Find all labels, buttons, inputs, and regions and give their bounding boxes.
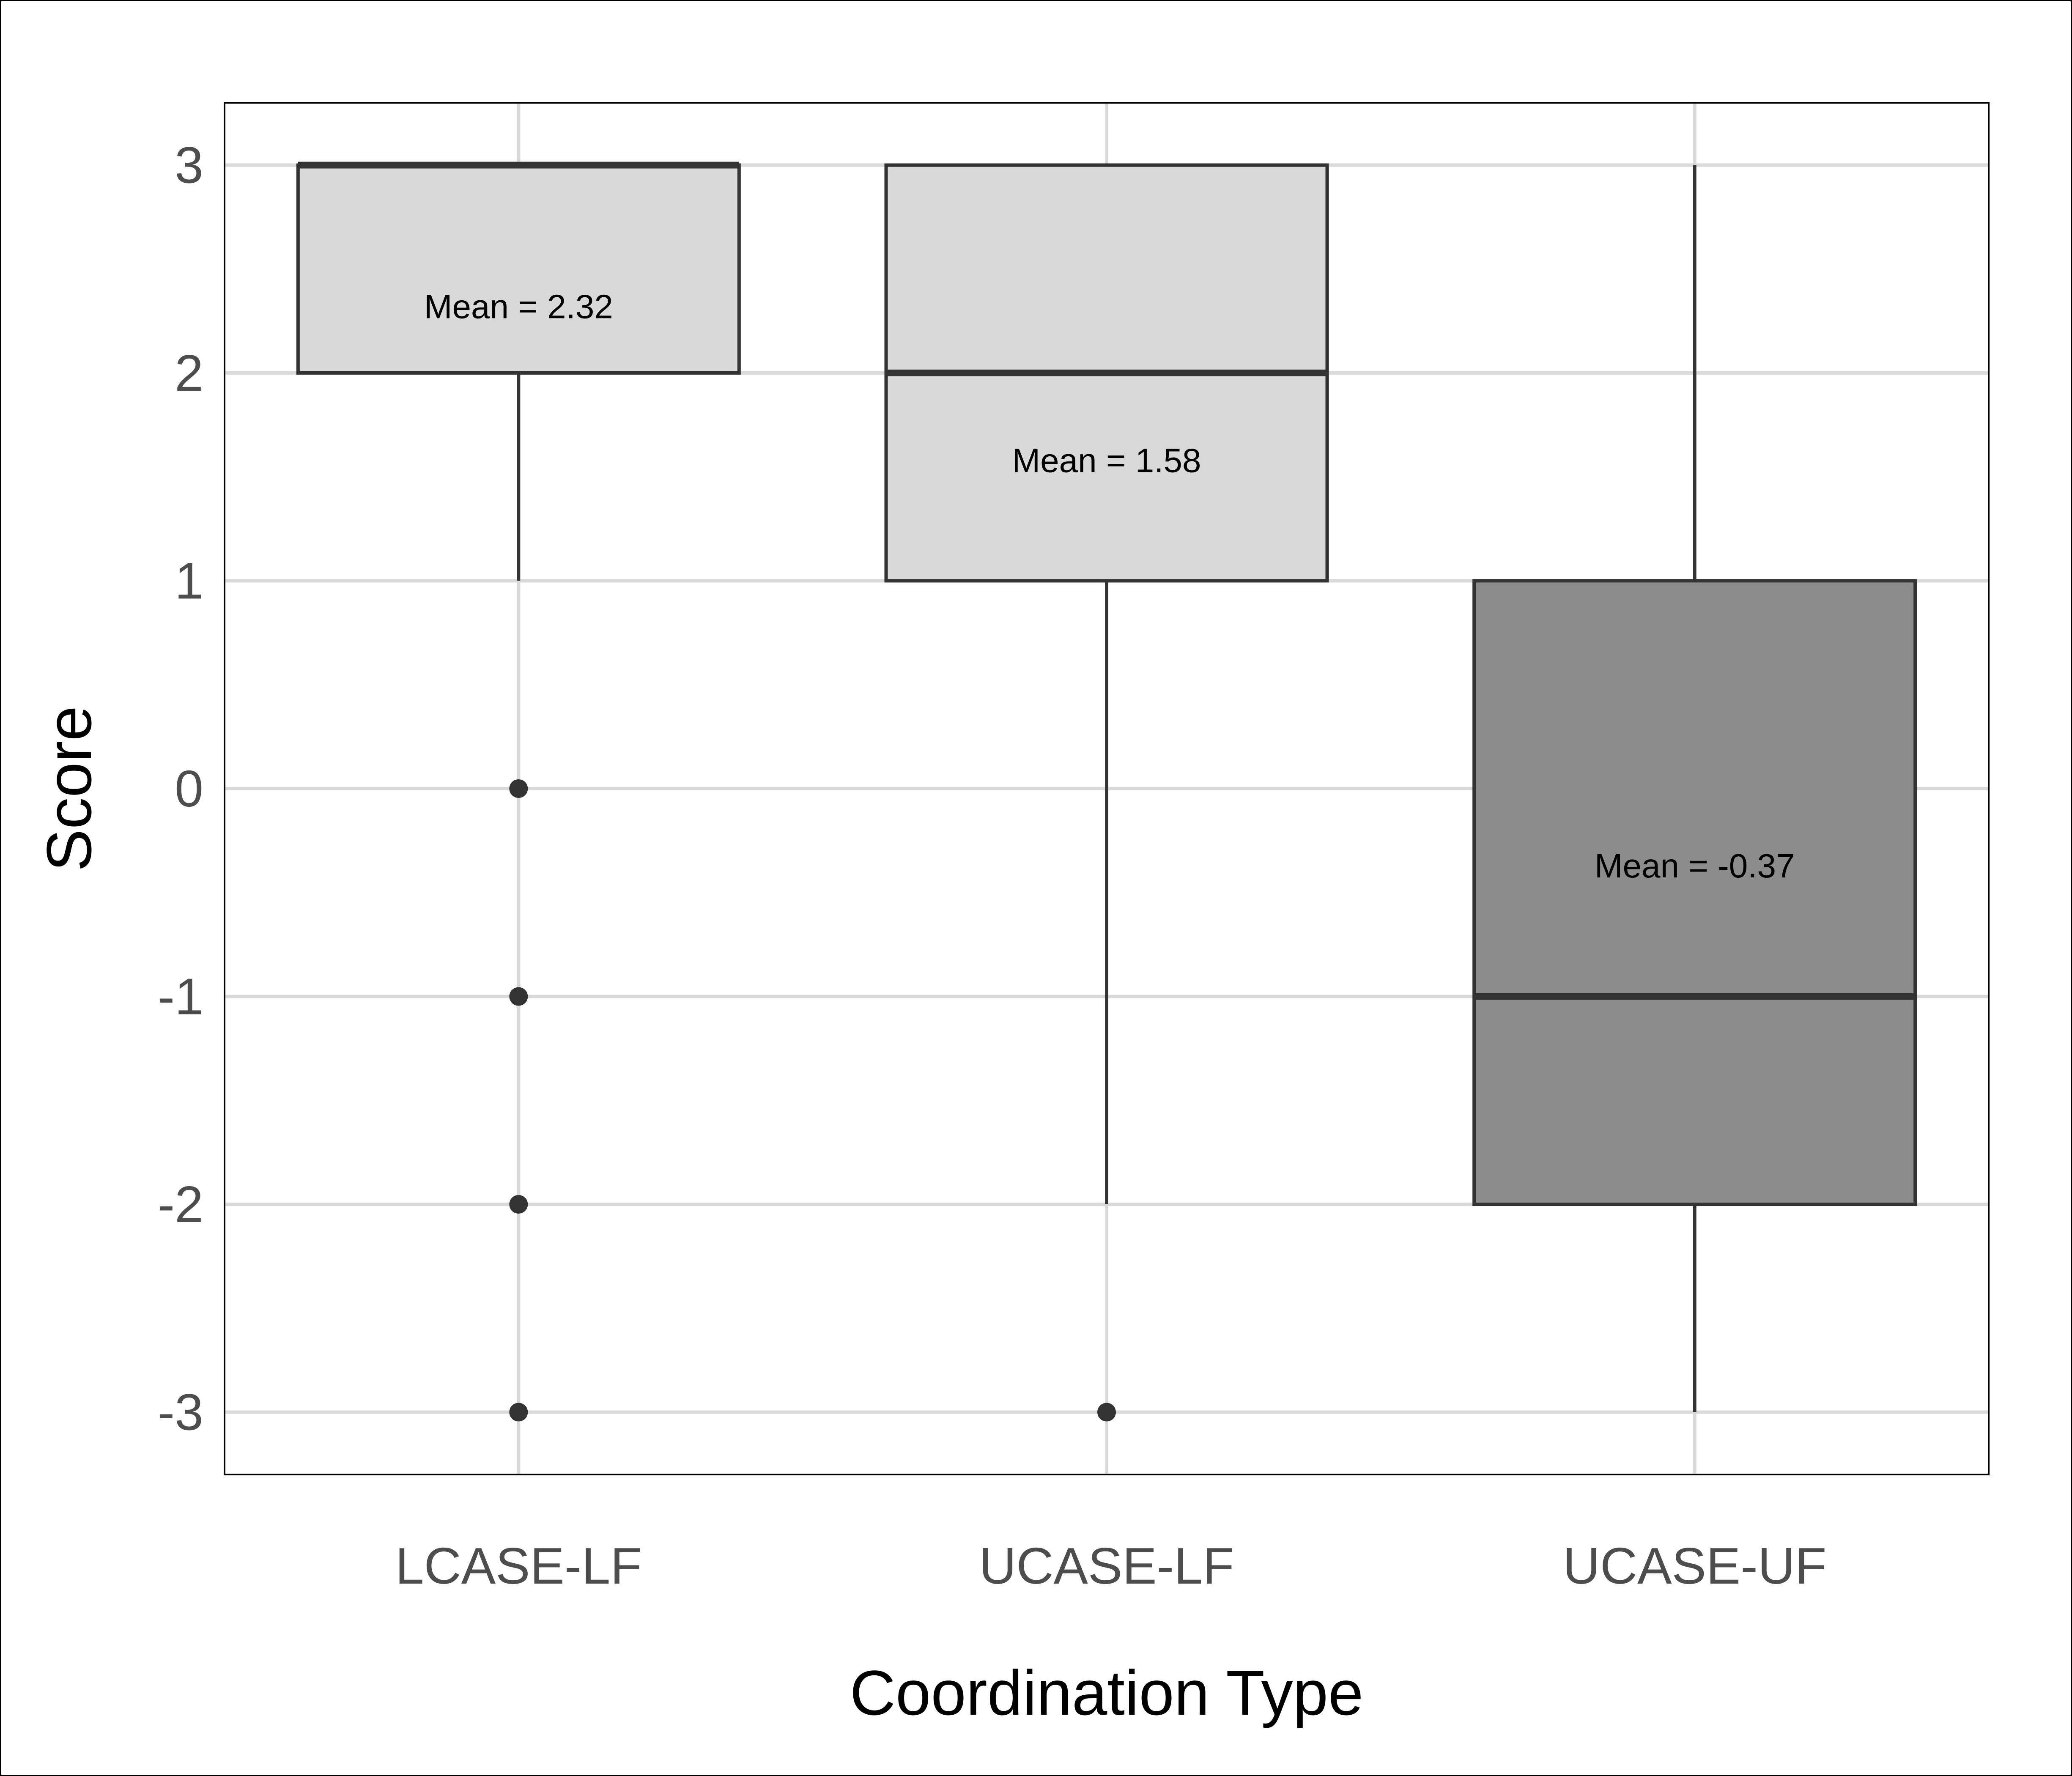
y-tick-label: 3 (175, 136, 203, 194)
box-group: Mean = -0.37 (1472, 165, 1917, 1412)
plot-area-border (224, 102, 1990, 1475)
outlier-point (509, 1195, 528, 1214)
boxes-layer: Mean = 2.32 Mean = 1.58 Mean = -0.37 (296, 162, 1917, 1422)
box-group: Mean = 1.58 (884, 163, 1329, 1422)
y-tick-label: 2 (175, 344, 203, 402)
outlier-point (509, 779, 528, 798)
box-group: Mean = 2.32 (296, 162, 741, 1422)
y-tick-label: 1 (175, 552, 203, 609)
box (296, 163, 741, 375)
outlier-point (1097, 1403, 1116, 1422)
x-axis-title: Coordination Type (850, 1657, 1364, 1728)
x-tick-label: LCASE-LF (395, 1537, 642, 1595)
box (1472, 579, 1917, 1206)
outlier-point (509, 1403, 528, 1422)
y-tick-label: -3 (158, 1384, 203, 1441)
y-axis-title: Score (33, 706, 104, 872)
mean-label: Mean = 2.32 (424, 288, 613, 326)
x-tick-label: UCASE-UF (1563, 1537, 1827, 1595)
y-tick-label: -1 (158, 968, 203, 1025)
mean-label: Mean = -0.37 (1595, 847, 1795, 885)
y-tick-label: -2 (158, 1176, 203, 1233)
mean-label: Mean = 1.58 (1012, 441, 1201, 479)
y-tick-labels: 3 2 1 0 -1 -2 -3 (158, 136, 203, 1441)
x-tick-labels: LCASE-LF UCASE-LF UCASE-UF (395, 1537, 1827, 1595)
y-tick-label: 0 (175, 760, 203, 817)
outlier-point (509, 987, 528, 1006)
x-tick-label: UCASE-LF (979, 1537, 1234, 1595)
